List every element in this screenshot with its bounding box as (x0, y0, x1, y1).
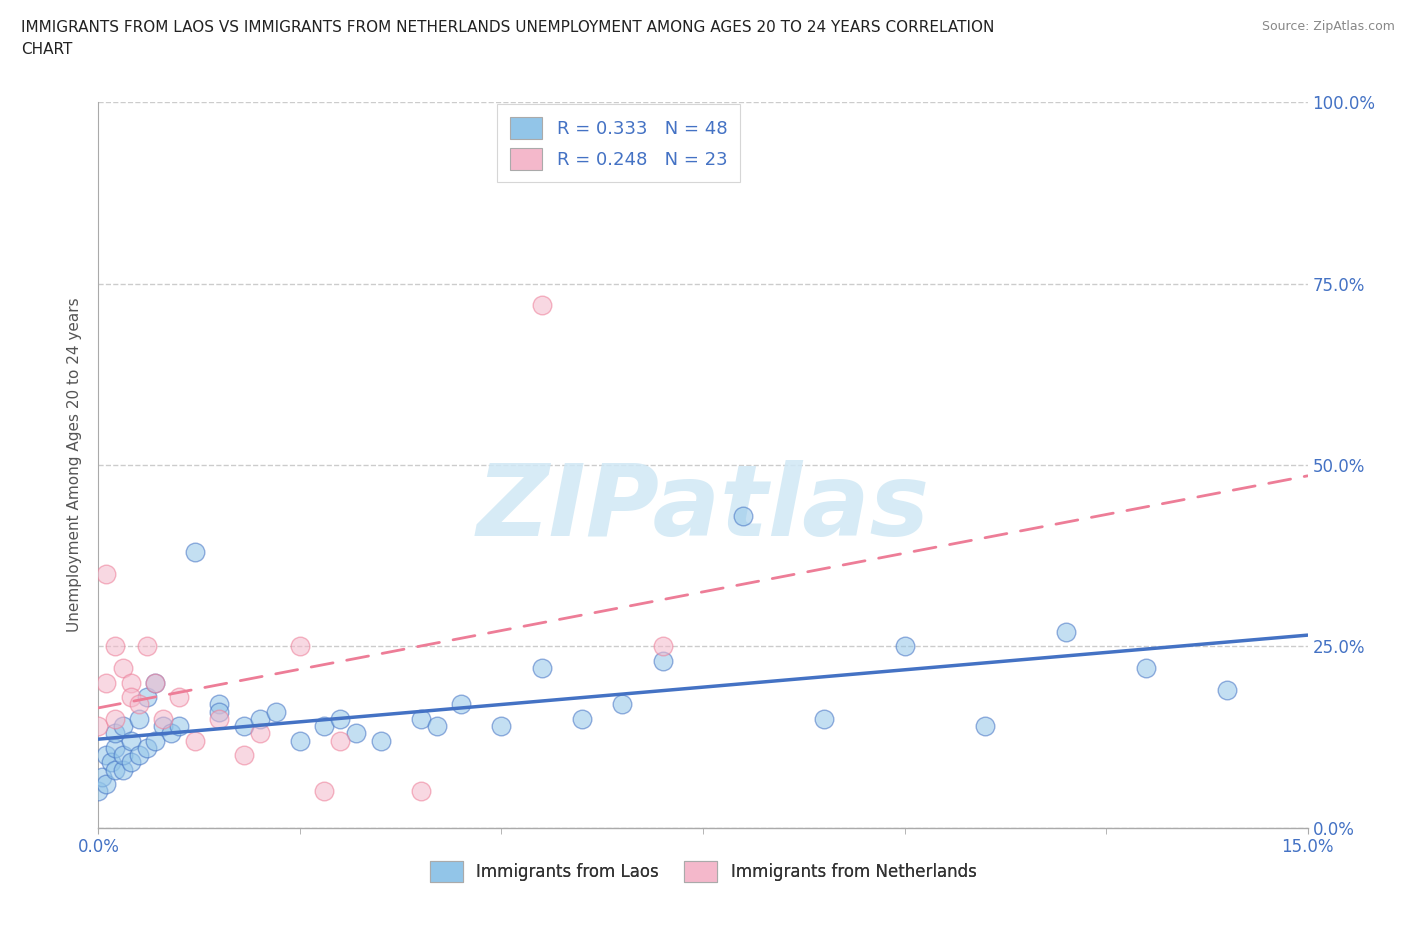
Point (1216, 683, 1239, 698)
Point (96, 777, 118, 791)
Point (96, 566, 118, 581)
Point (160, 726, 183, 741)
Point (120, 690, 142, 705)
Point (103, 740, 125, 755)
Point (491, 719, 513, 734)
Point (152, 711, 174, 726)
Point (974, 719, 997, 734)
Point (96, 748, 118, 763)
Point (426, 719, 449, 734)
Point (120, 675, 142, 690)
Point (128, 711, 150, 726)
Point (232, 719, 254, 734)
Point (1054, 624, 1077, 639)
Point (344, 726, 367, 741)
Point (249, 726, 271, 741)
Point (232, 748, 254, 763)
Point (208, 711, 231, 726)
Point (103, 711, 125, 726)
Point (530, 660, 553, 675)
Point (329, 711, 352, 726)
Point (111, 719, 134, 734)
Point (409, 784, 432, 799)
Point (120, 733, 142, 748)
Point (733, 509, 755, 524)
Point (370, 733, 392, 748)
Point (152, 719, 174, 734)
Point (813, 711, 835, 726)
Point (450, 697, 472, 711)
Point (249, 711, 271, 726)
Point (87, 719, 110, 734)
Point (143, 675, 166, 690)
Point (167, 719, 190, 734)
Point (329, 733, 352, 748)
Point (120, 755, 142, 770)
Point (571, 711, 593, 726)
Point (651, 639, 673, 654)
Legend: Immigrants from Laos, Immigrants from Netherlands: Immigrants from Laos, Immigrants from Ne… (423, 855, 983, 888)
Point (103, 726, 125, 741)
Text: Source: ZipAtlas.com: Source: ZipAtlas.com (1261, 20, 1395, 33)
Point (103, 639, 125, 654)
Point (135, 690, 157, 705)
Point (314, 719, 336, 734)
Y-axis label: Unemployment Among Ages 20 to 24 years: Unemployment Among Ages 20 to 24 years (67, 298, 83, 632)
Point (167, 690, 190, 705)
Point (128, 748, 150, 763)
Point (409, 711, 432, 726)
Point (135, 740, 157, 755)
Point (103, 763, 125, 777)
Point (184, 545, 207, 560)
Point (651, 654, 673, 669)
Point (314, 784, 336, 799)
Point (91, 769, 114, 784)
Point (208, 704, 231, 719)
Point (288, 733, 311, 748)
Point (264, 704, 287, 719)
Point (111, 660, 134, 675)
Point (530, 298, 553, 312)
Point (612, 697, 634, 711)
Point (87, 784, 110, 799)
Text: CHART: CHART (21, 42, 73, 57)
Point (184, 733, 207, 748)
Text: ZIPatlas: ZIPatlas (477, 460, 929, 557)
Point (100, 755, 122, 770)
Point (128, 697, 150, 711)
Point (143, 675, 166, 690)
Point (893, 639, 915, 654)
Point (208, 697, 231, 711)
Point (143, 733, 166, 748)
Point (288, 639, 311, 654)
Point (135, 639, 157, 654)
Point (111, 748, 134, 763)
Point (1135, 660, 1157, 675)
Point (96, 675, 118, 690)
Text: IMMIGRANTS FROM LAOS VS IMMIGRANTS FROM NETHERLANDS UNEMPLOYMENT AMONG AGES 20 T: IMMIGRANTS FROM LAOS VS IMMIGRANTS FROM … (21, 20, 994, 35)
Point (111, 763, 134, 777)
